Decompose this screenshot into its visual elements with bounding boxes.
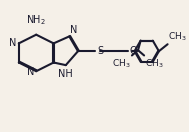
Text: O: O [129, 46, 137, 56]
Text: CH$_3$: CH$_3$ [112, 57, 131, 70]
Text: S: S [97, 46, 103, 56]
Text: N: N [27, 67, 34, 77]
Text: CH$_3$: CH$_3$ [168, 31, 187, 43]
Text: NH$_2$: NH$_2$ [26, 13, 46, 27]
Text: CH$_3$: CH$_3$ [145, 57, 164, 70]
Text: N: N [9, 38, 17, 48]
Text: NH: NH [58, 69, 73, 79]
Text: N: N [70, 25, 77, 35]
